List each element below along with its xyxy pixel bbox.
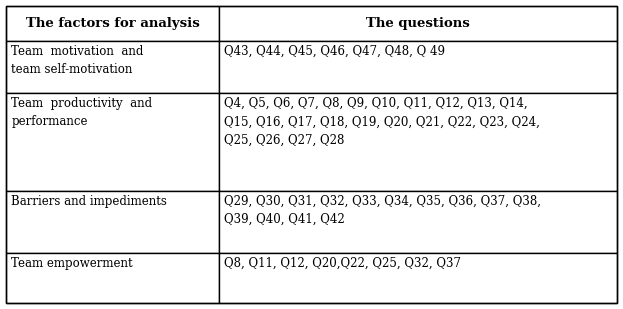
Bar xyxy=(219,41,617,93)
Text: Q4, Q5, Q6, Q7, Q8, Q9, Q10, Q11, Q12, Q13, Q14,
Q15, Q16, Q17, Q18, Q19, Q20, Q: Q4, Q5, Q6, Q7, Q8, Q9, Q10, Q11, Q12, Q… xyxy=(224,97,540,147)
Bar xyxy=(6,253,219,303)
Bar xyxy=(6,93,219,191)
Bar xyxy=(6,191,219,253)
Text: Team  motivation  and
team self-motivation: Team motivation and team self-motivation xyxy=(11,45,143,76)
Text: Team empowerment: Team empowerment xyxy=(11,257,133,270)
Text: The questions: The questions xyxy=(366,17,470,30)
Text: Q8, Q11, Q12, Q20,Q22, Q25, Q32, Q37: Q8, Q11, Q12, Q20,Q22, Q25, Q32, Q37 xyxy=(224,257,460,270)
Bar xyxy=(219,93,617,191)
Text: Barriers and impediments: Barriers and impediments xyxy=(11,195,167,208)
Text: The factors for analysis: The factors for analysis xyxy=(26,17,199,30)
Text: Q43, Q44, Q45, Q46, Q47, Q48, Q 49: Q43, Q44, Q45, Q46, Q47, Q48, Q 49 xyxy=(224,45,445,58)
Bar xyxy=(6,6,219,41)
Bar xyxy=(219,253,617,303)
Bar xyxy=(6,41,219,93)
Text: Team  productivity  and
performance: Team productivity and performance xyxy=(11,97,153,128)
Bar xyxy=(219,191,617,253)
Text: Q29, Q30, Q31, Q32, Q33, Q34, Q35, Q36, Q37, Q38,
Q39, Q40, Q41, Q42: Q29, Q30, Q31, Q32, Q33, Q34, Q35, Q36, … xyxy=(224,195,541,226)
Bar xyxy=(219,6,617,41)
